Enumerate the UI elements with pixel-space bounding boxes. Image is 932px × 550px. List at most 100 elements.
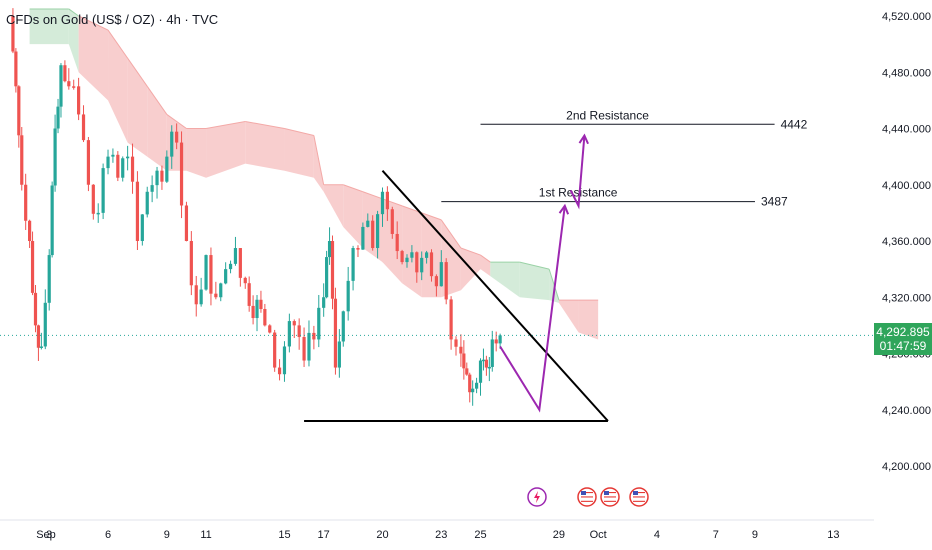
candle-body bbox=[484, 359, 488, 368]
lightning-icon[interactable] bbox=[527, 487, 547, 507]
candle-body bbox=[233, 248, 238, 264]
cloud-segment bbox=[127, 58, 148, 157]
candle bbox=[361, 222, 365, 250]
candle bbox=[351, 245, 355, 291]
candle bbox=[33, 284, 38, 333]
candle bbox=[312, 325, 316, 350]
candle-body bbox=[454, 339, 458, 347]
candle-body bbox=[43, 302, 47, 347]
candle bbox=[287, 313, 291, 353]
candle bbox=[67, 68, 71, 90]
candle bbox=[439, 250, 443, 287]
us-flag-icon[interactable] bbox=[577, 487, 597, 507]
candle-body bbox=[96, 212, 100, 215]
candle-body bbox=[204, 255, 208, 290]
candle-body bbox=[462, 353, 466, 369]
candle-body bbox=[53, 128, 57, 186]
candle bbox=[86, 136, 91, 192]
cloud-edge bbox=[343, 184, 364, 193]
candle-body bbox=[170, 131, 174, 157]
candle-body bbox=[322, 297, 326, 308]
cloud-segment bbox=[578, 300, 599, 340]
candle bbox=[415, 251, 419, 283]
cloud-edge bbox=[68, 8, 79, 17]
candle bbox=[170, 125, 174, 169]
candle-body bbox=[282, 346, 287, 375]
candle bbox=[28, 219, 32, 249]
candle bbox=[179, 131, 184, 219]
x-tick-label: 9 bbox=[164, 529, 170, 541]
candle bbox=[233, 236, 238, 266]
candle bbox=[292, 319, 296, 339]
candle-body bbox=[199, 289, 203, 305]
candle-body bbox=[150, 185, 154, 192]
cloud-edge bbox=[382, 198, 403, 207]
candle-body bbox=[405, 257, 409, 263]
us-flag-icon[interactable] bbox=[600, 487, 620, 507]
candle-body bbox=[400, 251, 404, 263]
cloud-edge bbox=[519, 261, 550, 270]
candle bbox=[325, 250, 329, 299]
y-tick-label: 4,200.000 bbox=[882, 461, 931, 473]
projection-leg-1 bbox=[499, 205, 566, 413]
cloud-segment bbox=[490, 262, 520, 298]
candle bbox=[140, 214, 144, 246]
candle bbox=[251, 295, 255, 325]
candle-body bbox=[39, 346, 43, 348]
candle-body bbox=[297, 325, 301, 338]
candle bbox=[341, 310, 345, 347]
y-tick-label: 4,440.000 bbox=[882, 124, 931, 136]
candle bbox=[204, 254, 208, 291]
candle-body bbox=[243, 277, 247, 284]
candle-body bbox=[361, 226, 365, 250]
candle bbox=[259, 290, 263, 313]
cloud-edge bbox=[284, 128, 314, 137]
candle bbox=[282, 341, 287, 382]
cloud-segment bbox=[343, 184, 363, 249]
candle-body bbox=[86, 140, 91, 185]
candle bbox=[385, 186, 389, 221]
candle bbox=[273, 329, 277, 372]
candle-body bbox=[135, 181, 140, 241]
candle-body bbox=[140, 214, 144, 241]
candle bbox=[150, 175, 154, 203]
candle-body bbox=[77, 86, 81, 115]
candle bbox=[390, 206, 394, 239]
candle bbox=[454, 336, 458, 356]
candle-body bbox=[444, 262, 448, 300]
flag-stripe bbox=[581, 492, 593, 494]
candle-body bbox=[101, 168, 105, 213]
symbol-header[interactable]: CFDs on Gold (US$ / OZ) · 4h · TVC bbox=[6, 12, 219, 27]
candle bbox=[327, 227, 332, 265]
candle-body bbox=[449, 299, 453, 340]
candle bbox=[307, 320, 311, 367]
x-tick-label: 11 bbox=[200, 529, 211, 541]
candle-body bbox=[121, 158, 125, 178]
candle bbox=[214, 281, 218, 300]
candle bbox=[424, 250, 429, 264]
candle-body bbox=[471, 388, 475, 393]
x-tick-label: 9 bbox=[752, 529, 758, 541]
cloud-edge bbox=[78, 15, 109, 31]
flag-stripe bbox=[604, 496, 616, 498]
cloud-segment bbox=[558, 300, 579, 333]
candle bbox=[53, 114, 57, 192]
candle-body bbox=[371, 220, 375, 249]
flag-stripe bbox=[633, 498, 645, 500]
candle-body bbox=[67, 81, 71, 87]
candle-body bbox=[91, 184, 95, 214]
candle bbox=[405, 254, 409, 268]
lightning-bolt bbox=[534, 491, 540, 503]
candle-body bbox=[175, 131, 179, 143]
x-tick-label: 6 bbox=[105, 529, 111, 541]
candle-body bbox=[81, 114, 86, 141]
candle-body bbox=[337, 341, 341, 368]
us-flag-icon[interactable] bbox=[629, 487, 649, 507]
candle bbox=[126, 145, 130, 171]
candle bbox=[471, 380, 475, 406]
candle-body bbox=[380, 191, 385, 215]
cloud-edge bbox=[480, 254, 491, 263]
candle bbox=[184, 201, 189, 242]
